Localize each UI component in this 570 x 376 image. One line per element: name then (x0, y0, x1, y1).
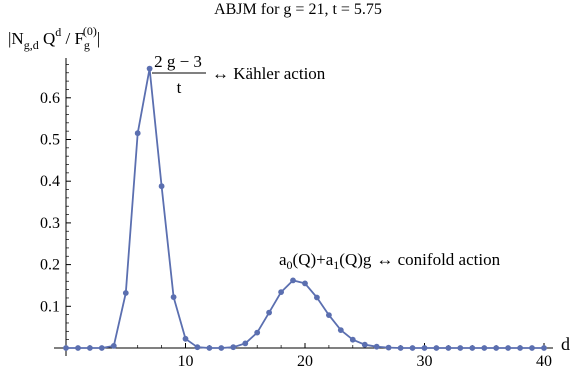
data-point (337, 327, 344, 333)
data-point (134, 130, 141, 137)
x-tick-label: 20 (297, 353, 313, 370)
data-point (493, 345, 500, 351)
annotation-kahler: 2 g − 3 t ↔ Kähler action (152, 52, 326, 97)
series-line (66, 67, 544, 349)
data-point (433, 345, 440, 351)
data-point (158, 183, 165, 190)
data-point (445, 345, 452, 351)
x-tick-label: 40 (536, 353, 552, 370)
annotation-conifold: a0(Q)+a1(Q)g ↔ conifold action (279, 250, 501, 272)
data-point (63, 345, 69, 351)
data-point (302, 280, 308, 287)
data-point (98, 345, 105, 351)
data-series (63, 65, 547, 351)
y-tick-label: 0.3 (40, 215, 60, 232)
x-tick-label: 30 (417, 353, 433, 370)
data-point (182, 335, 189, 342)
data-point (170, 294, 177, 300)
data-point (218, 345, 225, 351)
data-point (457, 345, 464, 351)
y-tick-label: 0.1 (40, 298, 60, 315)
data-point (469, 345, 476, 351)
data-point (409, 345, 416, 351)
data-point (481, 345, 488, 351)
data-point (230, 344, 237, 351)
data-point (314, 294, 320, 301)
y-tick-label: 0.2 (40, 257, 60, 274)
data-point (517, 345, 523, 351)
data-point (146, 65, 153, 72)
y-axis-label: |Ng,d Qd / Fg(0)| (8, 24, 100, 52)
axis-ticks: 0.1 0.2 0.3 0.4 0.5 0.6 10 20 30 40 (40, 64, 552, 370)
y-tick-label: 0.4 (40, 173, 60, 190)
data-point (541, 345, 547, 351)
data-point (326, 312, 332, 318)
data-point (349, 336, 356, 343)
annotation-fraction-denominator: t (177, 78, 182, 97)
data-point (373, 343, 380, 350)
data-point (75, 345, 81, 351)
data-point (122, 290, 129, 296)
data-point (361, 341, 368, 348)
data-point (254, 329, 261, 336)
data-point (194, 344, 201, 351)
data-point (206, 345, 213, 351)
data-point (529, 345, 535, 351)
data-point (505, 345, 511, 351)
annotation-fraction-numerator: 2 g − 3 (154, 52, 202, 71)
data-point (110, 343, 117, 349)
data-point (87, 345, 93, 351)
data-point (242, 340, 249, 347)
data-point (290, 277, 296, 284)
data-point (385, 344, 392, 351)
x-tick-label: 10 (178, 353, 194, 370)
data-point (266, 309, 272, 316)
data-point (278, 289, 284, 295)
annotation-kahler-text: ↔ Kähler action (212, 64, 326, 83)
y-tick-label: 0.5 (40, 132, 60, 149)
data-point (397, 345, 404, 351)
chart-title: ABJM for g = 21, t = 5.75 (214, 1, 382, 18)
x-axis-label: d (561, 334, 570, 354)
y-tick-label: 0.6 (40, 90, 60, 107)
data-point (421, 345, 428, 351)
